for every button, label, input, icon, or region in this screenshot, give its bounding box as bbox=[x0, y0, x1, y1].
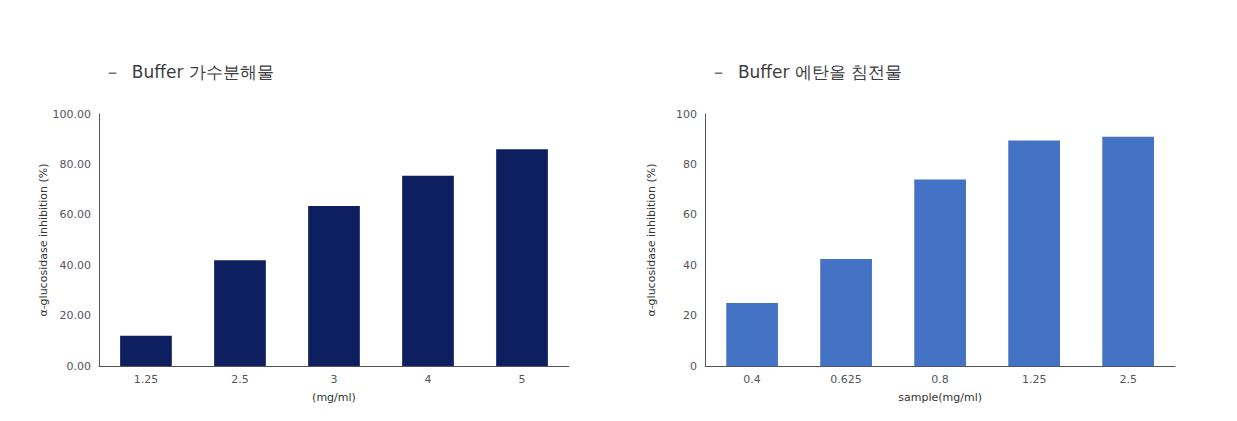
svg-text:0.8: 0.8 bbox=[931, 373, 949, 386]
svg-text:(mg/ml): (mg/ml) bbox=[312, 391, 356, 404]
svg-text:60.00: 60.00 bbox=[59, 208, 91, 221]
svg-text:60: 60 bbox=[683, 208, 697, 221]
svg-text:100.00: 100.00 bbox=[52, 108, 91, 121]
svg-text:3: 3 bbox=[330, 373, 337, 386]
svg-text:80.00: 80.00 bbox=[59, 158, 91, 171]
svg-text:0.00: 0.00 bbox=[66, 360, 91, 373]
svg-text:2.5: 2.5 bbox=[231, 373, 249, 386]
svg-text:40.00: 40.00 bbox=[59, 259, 91, 272]
svg-text:1.25: 1.25 bbox=[1022, 373, 1047, 386]
svg-text:α-glucosidase inhibition (%): α-glucosidase inhibition (%) bbox=[645, 163, 658, 316]
svg-text:sample(mg/ml): sample(mg/ml) bbox=[898, 391, 982, 404]
svg-text:1.25: 1.25 bbox=[134, 373, 159, 386]
svg-text:40: 40 bbox=[683, 259, 697, 272]
svg-text:0.4: 0.4 bbox=[743, 373, 761, 386]
svg-text:5: 5 bbox=[519, 373, 526, 386]
svg-text:0.625: 0.625 bbox=[830, 373, 862, 386]
svg-text:80: 80 bbox=[683, 158, 697, 171]
svg-text:2.5: 2.5 bbox=[1119, 373, 1137, 386]
svg-text:20: 20 bbox=[683, 309, 697, 322]
svg-text:－ Buffer 에탄올 침전물: － Buffer 에탄올 침전물 bbox=[710, 62, 902, 82]
svg-text:0: 0 bbox=[690, 360, 697, 373]
svg-text:α-glucosidase inhibition (%): α-glucosidase inhibition (%) bbox=[37, 163, 50, 316]
svg-text:4: 4 bbox=[425, 373, 432, 386]
svg-text:20.00: 20.00 bbox=[59, 309, 91, 322]
svg-text:100: 100 bbox=[676, 108, 697, 121]
svg-text:－ Buffer 가수분해물: － Buffer 가수분해물 bbox=[104, 62, 274, 82]
